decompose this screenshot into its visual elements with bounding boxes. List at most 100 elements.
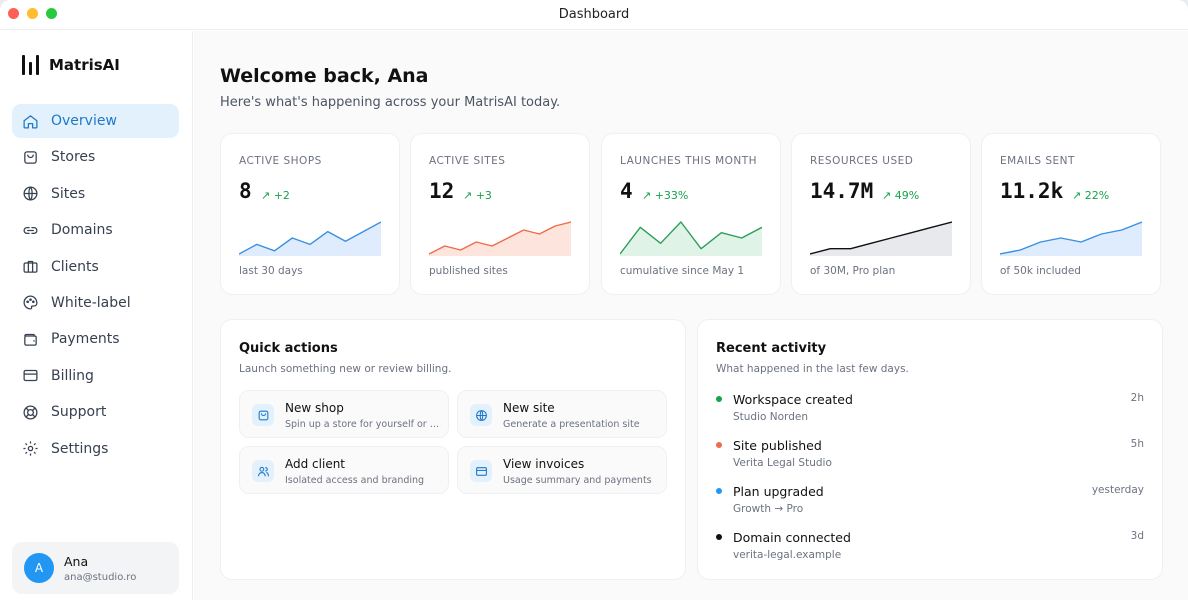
status-dot-icon	[716, 488, 722, 494]
stat-footnote: of 30M, Pro plan	[810, 265, 896, 277]
sidebar-item-label: Support	[51, 404, 107, 421]
sidebar-item-settings[interactable]: Settings	[12, 432, 179, 466]
panel-title: Recent activity	[716, 341, 827, 356]
stat-value: 12	[429, 179, 455, 203]
stat-delta: ↗ 22%	[1072, 189, 1110, 202]
globe-icon	[23, 186, 38, 201]
minimize-window-button[interactable]	[27, 8, 38, 19]
action-title: New site	[503, 401, 555, 415]
stat-delta: ↗ 49%	[882, 189, 920, 202]
activity-detail: Verita Legal Studio	[733, 457, 832, 469]
brand[interactable]: MatrisAI	[22, 55, 120, 75]
sidebar: MatrisAI Overview Stores Sites Domains C…	[0, 31, 193, 600]
users-icon	[252, 460, 274, 482]
sparkline-line	[810, 221, 952, 255]
activity-detail: Growth → Pro	[733, 503, 804, 515]
sparkline-line	[429, 221, 571, 255]
stat-value: 8	[239, 179, 252, 203]
credit-card-icon	[470, 460, 492, 482]
link-icon	[23, 226, 38, 234]
activity-item[interactable]: Domain connected verita-legal.example 3d	[716, 530, 1144, 570]
sidebar-item-label: Settings	[51, 440, 109, 457]
sidebar-item-label: Billing	[51, 367, 94, 384]
new-site-button[interactable]: New site Generate a presentation site	[457, 390, 667, 438]
sparkline-area	[239, 222, 381, 256]
sidebar-item-sites[interactable]: Sites	[12, 177, 179, 211]
sidebar-item-label: Clients	[51, 258, 99, 275]
sparkline-line	[1000, 221, 1142, 255]
action-description: Spin up a store for yourself or a client	[285, 419, 441, 430]
sidebar-item-billing[interactable]: Billing	[12, 359, 179, 393]
store-bag-icon	[24, 151, 37, 164]
wallet-icon	[24, 333, 37, 346]
stat-footnote: last 30 days	[239, 265, 303, 277]
zoom-window-button[interactable]	[46, 8, 57, 19]
sparkline-chart	[429, 221, 571, 256]
avatar: A	[24, 553, 54, 583]
stat-label: ACTIVE SHOPS	[239, 155, 322, 167]
panel-subtitle: What happened in the last few days.	[716, 363, 909, 375]
sidebar-item-clients[interactable]: Clients	[12, 250, 179, 284]
sidebar-nav: Overview Stores Sites Domains Clients Wh…	[12, 104, 179, 468]
action-title: View invoices	[503, 457, 585, 471]
sidebar-item-white-label[interactable]: White-label	[12, 286, 179, 320]
sparkline-area	[810, 222, 952, 256]
action-title: New shop	[285, 401, 344, 415]
recent-activity-panel: Recent activity What happened in the las…	[697, 319, 1163, 580]
sidebar-item-label: Sites	[51, 185, 86, 202]
stat-card-active-shops: ACTIVE SHOPS 8 ↗ +2 last 30 days	[220, 133, 400, 295]
activity-title: Site published	[733, 438, 822, 453]
sidebar-item-overview[interactable]: Overview	[12, 104, 179, 138]
sidebar-item-label: Domains	[51, 222, 113, 239]
sidebar-item-payments[interactable]: Payments	[12, 322, 179, 356]
sparkline-line	[620, 221, 762, 255]
stat-footnote: of 50k included	[1000, 265, 1081, 277]
activity-time: 3d	[1130, 530, 1144, 542]
activity-time: 5h	[1130, 438, 1144, 450]
sidebar-item-domains[interactable]: Domains	[12, 213, 179, 247]
globe-icon	[470, 404, 492, 426]
panel-title: Quick actions	[239, 341, 338, 356]
status-dot-icon	[716, 442, 722, 448]
activity-time: yesterday	[1091, 484, 1144, 496]
briefcase-icon	[23, 260, 38, 273]
stat-delta: ↗ +33%	[642, 189, 689, 202]
add-client-button[interactable]: Add client Isolated access and branding	[239, 446, 449, 494]
sparkline-chart	[810, 221, 952, 256]
user-card[interactable]: A Ana ana@studio.ro	[12, 542, 179, 594]
status-dot-icon	[716, 534, 722, 540]
new-shop-button[interactable]: New shop Spin up a store for yourself or…	[239, 390, 449, 438]
activity-time: 2h	[1130, 392, 1144, 404]
view-invoices-button[interactable]: View invoices Usage summary and payments	[457, 446, 667, 494]
stat-card-active-sites: ACTIVE SITES 12 ↗ +3 published sites	[410, 133, 590, 295]
action-description: Usage summary and payments	[503, 475, 652, 486]
stat-footnote: published sites	[429, 265, 508, 277]
sidebar-item-label: Overview	[51, 113, 117, 129]
page-title: Welcome back, Ana	[220, 65, 429, 87]
gear-icon	[23, 441, 38, 456]
activity-item[interactable]: Plan upgraded Growth → Pro yesterday	[716, 484, 1144, 524]
home-icon	[23, 114, 38, 129]
brand-name: MatrisAI	[49, 56, 120, 74]
brand-logo-icon	[22, 55, 39, 75]
stat-value: 11.2k	[1000, 179, 1064, 203]
action-description: Generate a presentation site	[503, 419, 640, 430]
stat-value: 14.7M	[810, 179, 874, 203]
activity-item[interactable]: Site published Verita Legal Studio 5h	[716, 438, 1144, 478]
activity-item[interactable]: Workspace created Studio Norden 2h	[716, 392, 1144, 432]
sparkline-area	[620, 222, 762, 256]
window-title: Dashboard	[558, 7, 630, 22]
close-window-button[interactable]	[8, 8, 19, 19]
action-title: Add client	[285, 457, 346, 471]
sidebar-item-stores[interactable]: Stores	[12, 140, 179, 174]
sparkline-area	[429, 222, 571, 256]
stat-label: ACTIVE SITES	[429, 155, 506, 167]
main-content: Welcome back, Ana Here's what's happenin…	[194, 31, 1188, 600]
sidebar-item-label: White-label	[51, 294, 131, 311]
sidebar-item-support[interactable]: Support	[12, 395, 179, 429]
stat-delta: ↗ +3	[463, 189, 492, 202]
stat-value: 4	[620, 179, 633, 203]
sparkline-chart	[620, 221, 762, 256]
stat-footnote: cumulative since May 1	[620, 265, 745, 277]
